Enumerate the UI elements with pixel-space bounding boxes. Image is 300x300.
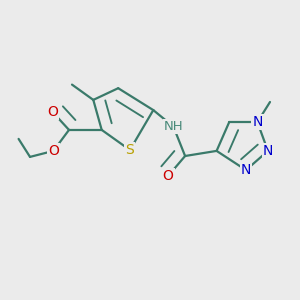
Text: O: O (163, 169, 173, 183)
Text: O: O (48, 144, 59, 158)
Text: N: N (263, 144, 273, 158)
Text: NH: NH (164, 120, 183, 133)
Text: N: N (241, 163, 251, 177)
Text: O: O (47, 105, 58, 119)
Text: S: S (125, 143, 134, 157)
Text: N: N (252, 115, 262, 129)
